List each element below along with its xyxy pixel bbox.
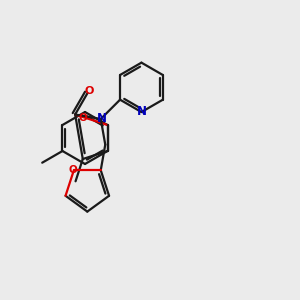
Text: N: N [97,112,107,125]
Text: O: O [84,86,94,96]
Text: N: N [136,104,146,118]
Text: O: O [68,165,77,175]
Text: O: O [78,113,87,124]
